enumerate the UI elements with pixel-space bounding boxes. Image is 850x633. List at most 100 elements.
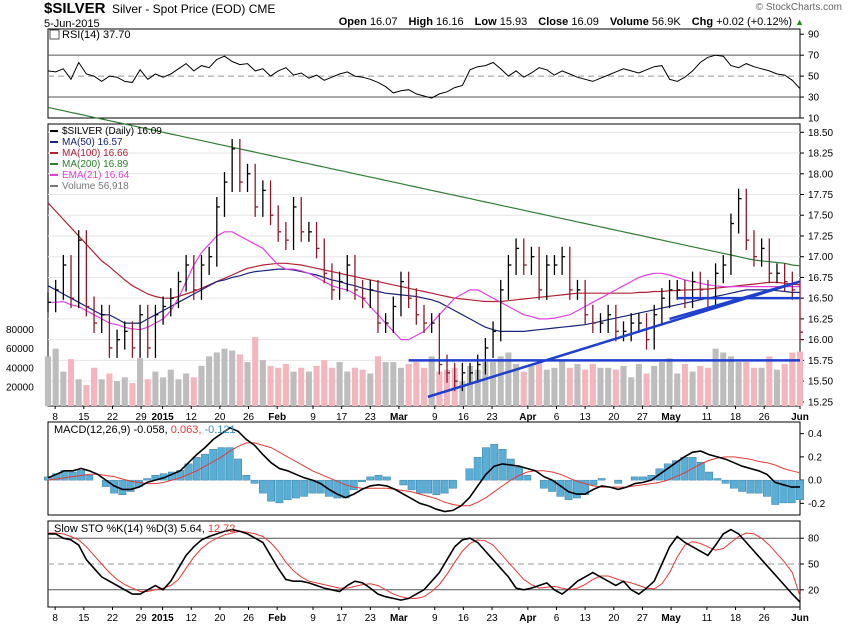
price-x-label: 20 <box>214 412 226 423</box>
macd-histogram-bar <box>292 479 300 499</box>
sto-x-label: 9 <box>432 613 438 624</box>
chg-value: +0.02 (+0.12%) <box>716 16 793 28</box>
macd-line <box>47 426 801 513</box>
macd-histogram-bar <box>738 479 747 492</box>
volume-bar <box>505 352 512 406</box>
ma50-line <box>47 268 800 332</box>
price-x-label: 23 <box>486 412 498 423</box>
rsi-axis-label: 90 <box>808 30 820 41</box>
volume-bar <box>689 371 696 406</box>
volume-bar <box>620 365 627 406</box>
macd-histogram-bar <box>358 479 366 482</box>
rsi-legend-swatch <box>49 29 60 40</box>
macd-histogram-bar <box>126 479 135 492</box>
macd-histogram-bar <box>382 476 391 481</box>
volume-bar <box>528 365 535 406</box>
rsi-line <box>47 54 801 99</box>
volume-bar <box>720 352 727 406</box>
volume-bar <box>582 369 589 406</box>
rsi-axis-label: 30 <box>808 93 820 104</box>
macd-histogram-bar <box>184 463 193 481</box>
sto-x-label: 13 <box>580 613 592 624</box>
close-value: 16.09 <box>571 16 599 28</box>
trendline <box>669 280 801 321</box>
volume-bar <box>367 373 374 406</box>
macd-histogram-bar <box>490 444 499 481</box>
macd-histogram-bar <box>341 479 350 499</box>
sto-x-label: 11 <box>702 613 713 624</box>
symbol-title: $SILVER <box>44 0 106 17</box>
volume-bar <box>359 369 366 406</box>
volume-axis-label: 40000 <box>6 363 34 374</box>
price-axis-label: 17.75 <box>808 190 833 201</box>
chg-label: Chg <box>691 16 714 28</box>
high-label: High <box>408 16 433 28</box>
copyright-label: © StockCharts.com <box>755 2 842 13</box>
volume-bar <box>229 350 236 406</box>
price-legend-item: MA(200) 16.89 <box>62 159 129 170</box>
volume-bar <box>436 371 443 406</box>
sto-d-line <box>48 530 801 599</box>
macd-histogram-bar <box>672 460 680 481</box>
price-axis-label: 16.75 <box>808 273 833 284</box>
volume-bar <box>282 363 289 406</box>
macd-histogram-bar <box>523 475 532 481</box>
macd-axis-label: -0.2 <box>808 499 826 510</box>
price-x-label: 22 <box>107 412 119 423</box>
rsi-axis-label: 70 <box>808 51 820 62</box>
volume-bar <box>390 362 397 406</box>
volume-bar <box>612 369 619 406</box>
volume-bar <box>144 379 151 406</box>
volume-bar <box>236 354 243 406</box>
macd-histogram-bar <box>597 478 606 481</box>
volume-bar <box>175 379 182 406</box>
instrument-description: Silver - Spot Price (EOD) <box>112 2 246 16</box>
volume-bar <box>697 365 704 406</box>
ma200-line <box>47 106 801 267</box>
macd-histogram-bar <box>639 476 647 481</box>
macd-histogram-bar <box>787 479 796 504</box>
volume-bar <box>413 362 420 406</box>
volume-bar <box>459 381 466 406</box>
volume-bar <box>467 365 474 406</box>
volume-bar <box>374 356 381 406</box>
macd-histogram-bar <box>44 476 52 481</box>
volume-bar <box>666 358 673 406</box>
volume-bar <box>543 369 550 406</box>
price-axis-label: 18.50 <box>808 128 833 139</box>
macd-histogram-bar <box>209 449 218 481</box>
volume-bar <box>551 367 558 406</box>
volume-bar <box>635 363 642 406</box>
sto-x-label: 26 <box>243 613 255 624</box>
volume-bar <box>658 362 665 406</box>
macd-histogram-bar <box>630 476 639 481</box>
sto-x-label: 2015 <box>151 613 174 624</box>
volume-bar <box>137 358 144 406</box>
volume-bar <box>513 363 520 406</box>
macd-histogram-bar <box>754 479 763 494</box>
price-x-label: 26 <box>243 412 255 423</box>
sto-x-label: 6 <box>554 613 560 624</box>
volume-bar <box>91 367 98 406</box>
volume-bar <box>727 356 734 406</box>
macd-legend: MACD(12,26,9) -0.058, 0.063, -0.121 <box>54 424 236 436</box>
macd-histogram-bar <box>473 457 482 481</box>
volume-axis-label: 80000 <box>6 325 34 336</box>
volume-bar <box>520 371 527 406</box>
price-x-label: 15 <box>78 412 90 423</box>
sto-k-line <box>48 528 801 603</box>
chart-date: 5-Jun-2015 <box>44 18 100 30</box>
volume-bar <box>382 362 389 406</box>
macd-histogram-bar <box>415 479 424 494</box>
volume-bar <box>121 377 128 406</box>
sto-x-label: 23 <box>365 613 377 624</box>
macd-histogram-bar <box>721 479 730 484</box>
sto-axis-label: 20 <box>808 585 820 596</box>
price-legend-item: MA(100) 16.66 <box>62 148 129 159</box>
exchange-label: CME <box>248 2 276 16</box>
volume-bar <box>420 367 428 406</box>
volume-bar <box>704 367 711 406</box>
price-axis-label: 15.50 <box>808 377 833 388</box>
high-value: 16.16 <box>436 16 464 28</box>
